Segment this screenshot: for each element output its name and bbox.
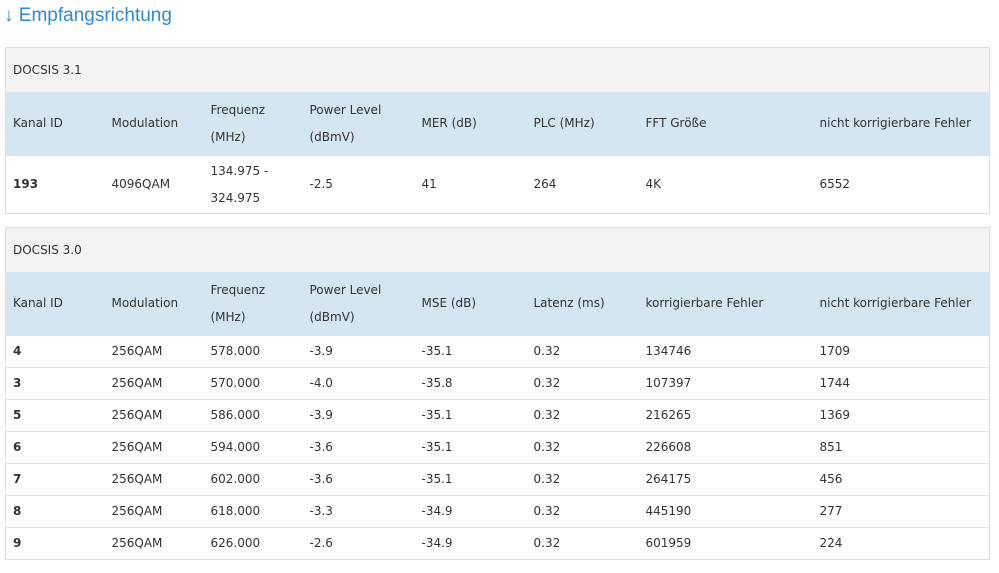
cell: 4 xyxy=(5,335,105,368)
cell: -35.1 xyxy=(414,431,527,464)
cell: 851 xyxy=(812,431,990,464)
cell: 134746 xyxy=(638,335,813,368)
cell: -35.1 xyxy=(414,335,527,368)
column-header: MSE (dB) xyxy=(414,272,527,336)
cell: 0.32 xyxy=(526,463,639,496)
cell: 445190 xyxy=(638,495,813,528)
cell: 256QAM xyxy=(104,335,204,368)
section-row: DOCSIS 3.0 xyxy=(5,227,990,272)
column-header: MER (dB) xyxy=(414,92,527,156)
section-title: DOCSIS 3.1 xyxy=(5,47,990,92)
column-header: korrigierbare Fehler xyxy=(638,272,813,336)
page: ↓ Empfangsrichtung DOCSIS 3.1 Kanal ID Mod… xyxy=(4,5,990,560)
cell: 216265 xyxy=(638,399,813,432)
data-row: 8 256QAM 618.000 -3.3 -34.9 0.32 445190 277 xyxy=(5,495,990,528)
section-row: DOCSIS 3.1 xyxy=(5,47,990,92)
cell: -4.0 xyxy=(302,367,415,400)
cell: 7 xyxy=(5,463,105,496)
column-header: nicht korrigierbare Fehler xyxy=(812,272,990,336)
data-row: 5 256QAM 586.000 -3.9 -35.1 0.32 216265 1369 xyxy=(5,399,990,432)
cell: 264 xyxy=(526,155,639,214)
cell: 4K xyxy=(638,155,813,214)
column-header: Frequenz (MHz) xyxy=(203,92,303,156)
cell: 256QAM xyxy=(104,495,204,528)
cell: -3.9 xyxy=(302,399,415,432)
cell: 1744 xyxy=(812,367,990,400)
column-header: Kanal ID xyxy=(5,92,105,156)
cell: -35.8 xyxy=(414,367,527,400)
cell: 586.000 xyxy=(203,399,303,432)
column-header: Kanal ID xyxy=(5,272,105,336)
cell: 226608 xyxy=(638,431,813,464)
cell: 6552 xyxy=(812,155,990,214)
cell: 1709 xyxy=(812,335,990,368)
cell: -3.3 xyxy=(302,495,415,528)
cell: 134.975 - 324.975 xyxy=(203,155,303,214)
cell: 9 xyxy=(5,527,105,560)
cell: 456 xyxy=(812,463,990,496)
cell: 0.32 xyxy=(526,335,639,368)
column-header: Frequenz (MHz) xyxy=(203,272,303,336)
cell: 6 xyxy=(5,431,105,464)
data-row: 6 256QAM 594.000 -3.6 -35.1 0.32 226608 851 xyxy=(5,431,990,464)
cell: -34.9 xyxy=(414,495,527,528)
cell: 277 xyxy=(812,495,990,528)
cell: -2.5 xyxy=(302,155,415,214)
column-header: Power Level (dBmV) xyxy=(302,92,415,156)
column-header: FFT Größe xyxy=(638,92,813,156)
cell: -35.1 xyxy=(414,399,527,432)
column-header: PLC (MHz) xyxy=(526,92,639,156)
cell: 5 xyxy=(5,399,105,432)
cell: 4096QAM xyxy=(104,155,204,214)
cell: 256QAM xyxy=(104,399,204,432)
cell: -3.6 xyxy=(302,431,415,464)
header-row: Kanal ID Modulation Frequenz (MHz) Power Le… xyxy=(5,92,990,156)
channel-table: DOCSIS 3.0 Kanal ID Modulation Frequenz (MH… xyxy=(5,227,990,560)
cell: 264175 xyxy=(638,463,813,496)
cell: 224 xyxy=(812,527,990,560)
data-row: 193 4096QAM 134.975 - 324.975 -2.5 41 264 4K 65… xyxy=(5,155,990,214)
column-header: Power Level (dBmV) xyxy=(302,272,415,336)
cell: 602.000 xyxy=(203,463,303,496)
cell: 594.000 xyxy=(203,431,303,464)
cell: 601959 xyxy=(638,527,813,560)
cell: 107397 xyxy=(638,367,813,400)
cell: 1369 xyxy=(812,399,990,432)
header-row: Kanal ID Modulation Frequenz (MHz) Power Le… xyxy=(5,272,990,336)
data-row: 3 256QAM 570.000 -4.0 -35.8 0.32 107397 1744 xyxy=(5,367,990,400)
cell: 3 xyxy=(5,367,105,400)
cell: 570.000 xyxy=(203,367,303,400)
cell: 618.000 xyxy=(203,495,303,528)
data-row: 9 256QAM 626.000 -2.6 -34.9 0.32 601959 224 xyxy=(5,527,990,560)
data-row: 7 256QAM 602.000 -3.6 -35.1 0.32 264175 456 xyxy=(5,463,990,496)
column-header: Latenz (ms) xyxy=(526,272,639,336)
cell: 0.32 xyxy=(526,495,639,528)
cell: 256QAM xyxy=(104,367,204,400)
cell: 256QAM xyxy=(104,431,204,464)
cell: -34.9 xyxy=(414,527,527,560)
cell: 0.32 xyxy=(526,367,639,400)
cell: 626.000 xyxy=(203,527,303,560)
page-title: ↓ Empfangsrichtung xyxy=(4,5,172,26)
cell: -3.9 xyxy=(302,335,415,368)
cell: 0.32 xyxy=(526,431,639,464)
cell: -2.6 xyxy=(302,527,415,560)
column-header: nicht korrigierbare Fehler xyxy=(812,92,990,156)
cell: 256QAM xyxy=(104,527,204,560)
data-row: 4 256QAM 578.000 -3.9 -35.1 0.32 134746 1709 xyxy=(5,335,990,368)
cell: -35.1 xyxy=(414,463,527,496)
column-header: Modulation xyxy=(104,92,204,156)
cell: 256QAM xyxy=(104,463,204,496)
column-header: Modulation xyxy=(104,272,204,336)
cell: 41 xyxy=(414,155,527,214)
tables: DOCSIS 3.1 Kanal ID Modulation Frequenz (MH… xyxy=(5,47,990,573)
cell: 0.32 xyxy=(526,527,639,560)
channel-table: DOCSIS 3.1 Kanal ID Modulation Frequenz (MH… xyxy=(5,47,990,214)
cell: 578.000 xyxy=(203,335,303,368)
cell: 8 xyxy=(5,495,105,528)
cell: 193 xyxy=(5,155,105,214)
cell: 0.32 xyxy=(526,399,639,432)
cell: -3.6 xyxy=(302,463,415,496)
section-title: DOCSIS 3.0 xyxy=(5,227,990,272)
